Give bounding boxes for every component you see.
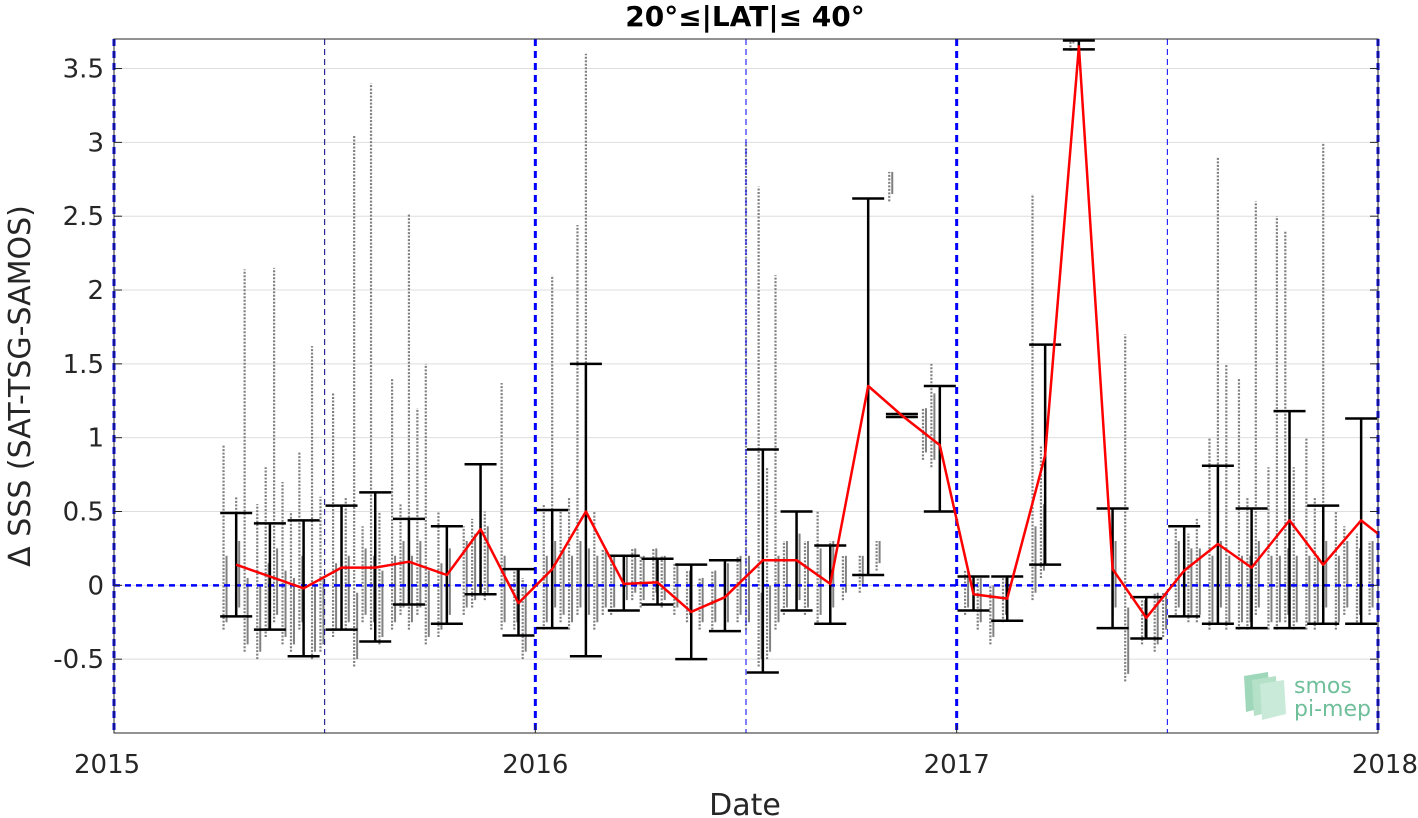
error-bar [220,511,253,618]
mean-series-line [235,45,1379,620]
axis-ticks: 3.5 3 2.5 2 1.5 1 0.5 0 -0.5 2015 2016 2017 2018 [53,55,1418,780]
y-tick-label: 2.5 [63,202,104,232]
y-tick-label: -0.5 [53,645,104,675]
plot-area-frame [113,38,1379,734]
x-tick-label: 2015 [74,750,140,780]
x-tick-label: 2018 [1352,750,1418,780]
y-tick-label: 3.5 [63,55,104,85]
y-tick-label: 0 [87,571,104,601]
smos-pi-mep-logo: smos pi-mep [1244,672,1371,722]
y-tick-label: 1 [87,424,104,454]
chart-title: 20°≤|LAT|≤ 40° [625,0,865,33]
y-tick-label: 3 [87,128,104,158]
error-bars [220,39,1378,674]
error-bar [569,362,602,658]
y-tick-label: 2 [87,276,104,306]
x-tick-label: 2017 [924,750,990,780]
y-tick-label: 1.5 [63,350,104,380]
x-tick-label: 2016 [502,750,568,780]
logo-mark-icon [1244,672,1286,720]
logo-text-pi-mep: pi-mep [1294,697,1371,722]
x-axis-title: Date [709,788,781,818]
y-tick-label: 0.5 [63,498,104,528]
mean-line-layer [235,45,1379,620]
logo-text-smos: smos [1294,674,1352,699]
y-axis-title: Δ SSS (SAT-TSG-SAMOS) [3,205,38,567]
